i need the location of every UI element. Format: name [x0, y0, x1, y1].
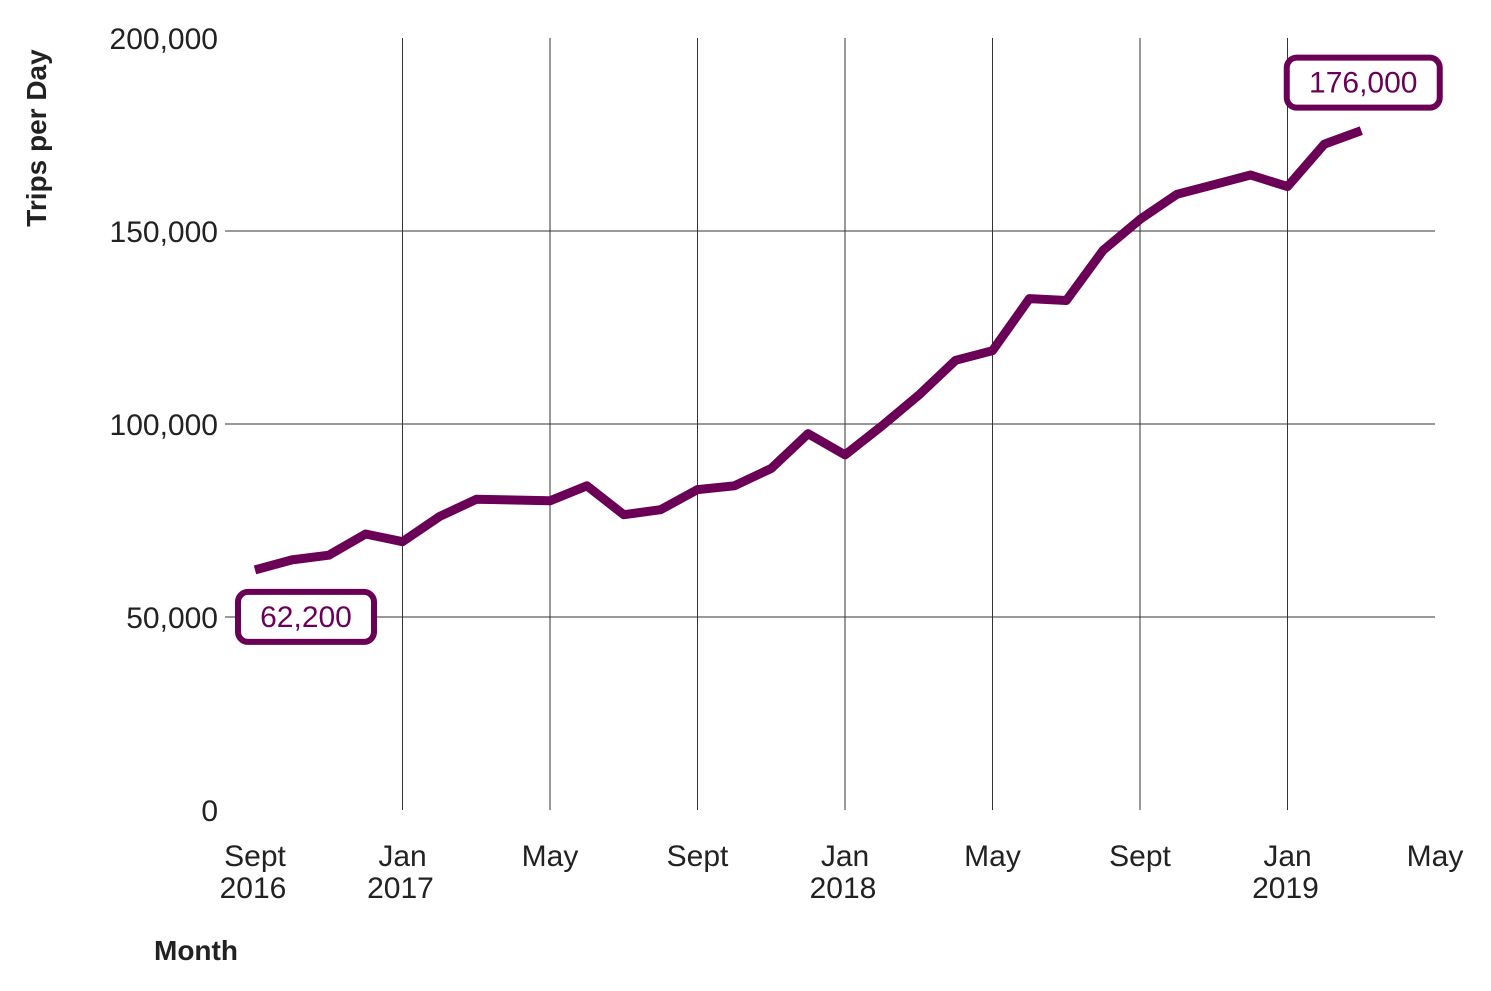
- value-callout: 62,200: [235, 588, 377, 645]
- x-tick-label: Jan: [821, 840, 869, 873]
- x-tick-year-label: 2016: [220, 872, 287, 905]
- y-tick-label: 100,000: [110, 409, 218, 442]
- x-tick-label: Jan: [1263, 840, 1311, 873]
- x-tick-label: Sept: [224, 840, 286, 873]
- callout-box: [235, 588, 377, 645]
- x-tick-label: Sept: [667, 840, 729, 873]
- y-tick-label: 0: [201, 795, 218, 828]
- x-tick-label: May: [964, 840, 1021, 873]
- callout-box: [1283, 54, 1443, 111]
- y-tick-label: 200,000: [110, 23, 218, 56]
- y-tick-label: 150,000: [110, 216, 218, 249]
- x-tick-label: May: [522, 840, 579, 873]
- callout-label: 62,200: [260, 601, 352, 634]
- series-group: [253, 126, 1363, 575]
- x-tick-year-label: 2017: [367, 872, 434, 905]
- x-tick-label: Jan: [378, 840, 426, 873]
- x-tick-year-label: 2018: [810, 872, 877, 905]
- value-callout: 176,000: [1283, 54, 1443, 111]
- annotations: 62,200 176,000: [235, 54, 1443, 645]
- y-axis-title: Trips per Day: [21, 49, 52, 227]
- callout-label: 176,000: [1309, 67, 1417, 100]
- x-tick-label: May: [1407, 840, 1464, 873]
- y-tick-label: 50,000: [126, 602, 218, 635]
- x-tick-label: Sept: [1109, 840, 1171, 873]
- x-axis-title: Month: [154, 935, 238, 966]
- grid: [225, 38, 1435, 810]
- series-line: [253, 126, 1363, 575]
- y-axis-ticks: 0 50,000 100,000 150,000 200,000: [110, 23, 218, 828]
- x-tick-year-label: 2019: [1252, 872, 1319, 905]
